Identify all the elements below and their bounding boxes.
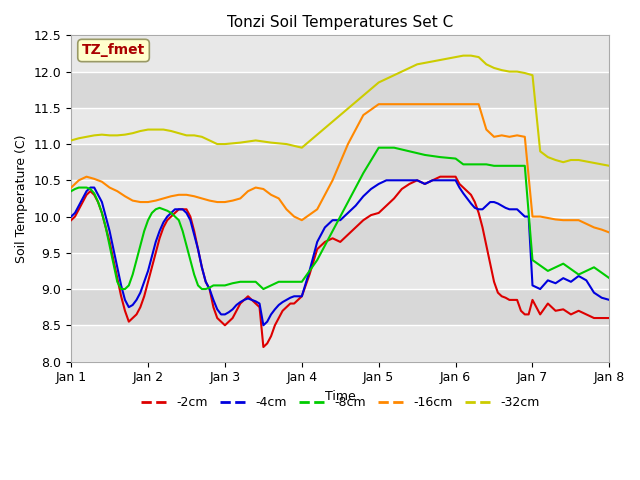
Title: Tonzi Soil Temperatures Set C: Tonzi Soil Temperatures Set C <box>227 15 453 30</box>
Bar <box>71 325 609 361</box>
Bar <box>71 289 609 325</box>
Bar <box>71 253 609 289</box>
Bar <box>71 144 609 180</box>
X-axis label: Time: Time <box>325 390 356 403</box>
Bar <box>71 180 609 216</box>
Bar <box>71 216 609 253</box>
Legend: -2cm, -4cm, -8cm, -16cm, -32cm: -2cm, -4cm, -8cm, -16cm, -32cm <box>136 391 545 414</box>
Bar <box>71 108 609 144</box>
Bar <box>71 72 609 108</box>
Bar <box>71 36 609 72</box>
Y-axis label: Soil Temperature (C): Soil Temperature (C) <box>15 134 28 263</box>
Text: TZ_fmet: TZ_fmet <box>82 44 145 58</box>
